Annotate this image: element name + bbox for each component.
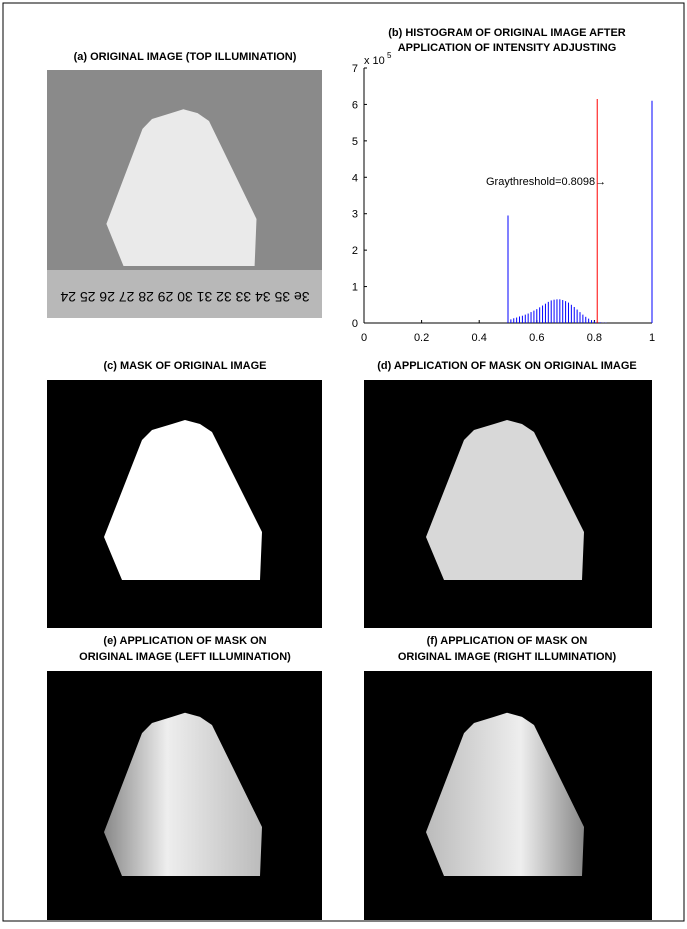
panel-title: ORIGINAL IMAGE (RIGHT ILLUMINATION)	[398, 651, 617, 663]
y-tick-label: 5	[352, 136, 358, 148]
x-tick-label: 0.6	[529, 332, 544, 344]
panel-title: (c) MASK OF ORIGINAL IMAGE	[104, 360, 267, 372]
x-tick-label: 0.2	[414, 332, 429, 344]
y-exponent: 5	[387, 51, 392, 60]
annotation: Graythreshold=0.8098→	[486, 176, 606, 188]
y-tick-label: 6	[352, 99, 358, 111]
panel-title: (d) APPLICATION OF MASK ON ORIGINAL IMAG…	[377, 360, 637, 372]
page: {"panels": [ {"title": "(a) ORIGINAL IMA…	[0, 0, 687, 929]
figure: (a) ORIGINAL IMAGE (TOP ILLUMINATION) 3e…	[0, 0, 687, 924]
panel-title: (f) APPLICATION OF MASK ON	[427, 635, 588, 647]
y-tick-label: 7	[352, 63, 358, 75]
x-tick-label: 1	[649, 332, 655, 344]
panel-title: ORIGINAL IMAGE (LEFT ILLUMINATION)	[79, 651, 291, 663]
x-tick-label: 0	[361, 332, 367, 344]
chart-title: (b) HISTOGRAM OF ORIGINAL IMAGE AFTER	[388, 27, 626, 39]
panel-title: (a) ORIGINAL IMAGE (TOP ILLUMINATION)	[74, 51, 297, 63]
y-tick-label: 2	[352, 245, 358, 257]
chart-title: APPLICATION OF INTENSITY ADJUSTING	[398, 42, 617, 54]
x-tick-label: 0.8	[587, 332, 602, 344]
y-tick-label: 3	[352, 209, 358, 221]
panel-title: (e) APPLICATION OF MASK ON	[103, 635, 266, 647]
y-tick-label: 4	[352, 172, 358, 184]
x-tick-label: 0.4	[472, 332, 487, 344]
y-tick-label: 1	[352, 282, 358, 294]
y-multiplier: x 10	[364, 55, 385, 67]
y-tick-label: 0	[352, 318, 358, 330]
ruler-text: 3e 35 34 33 32 31 30 29 28 27 26 25 24	[60, 289, 309, 305]
